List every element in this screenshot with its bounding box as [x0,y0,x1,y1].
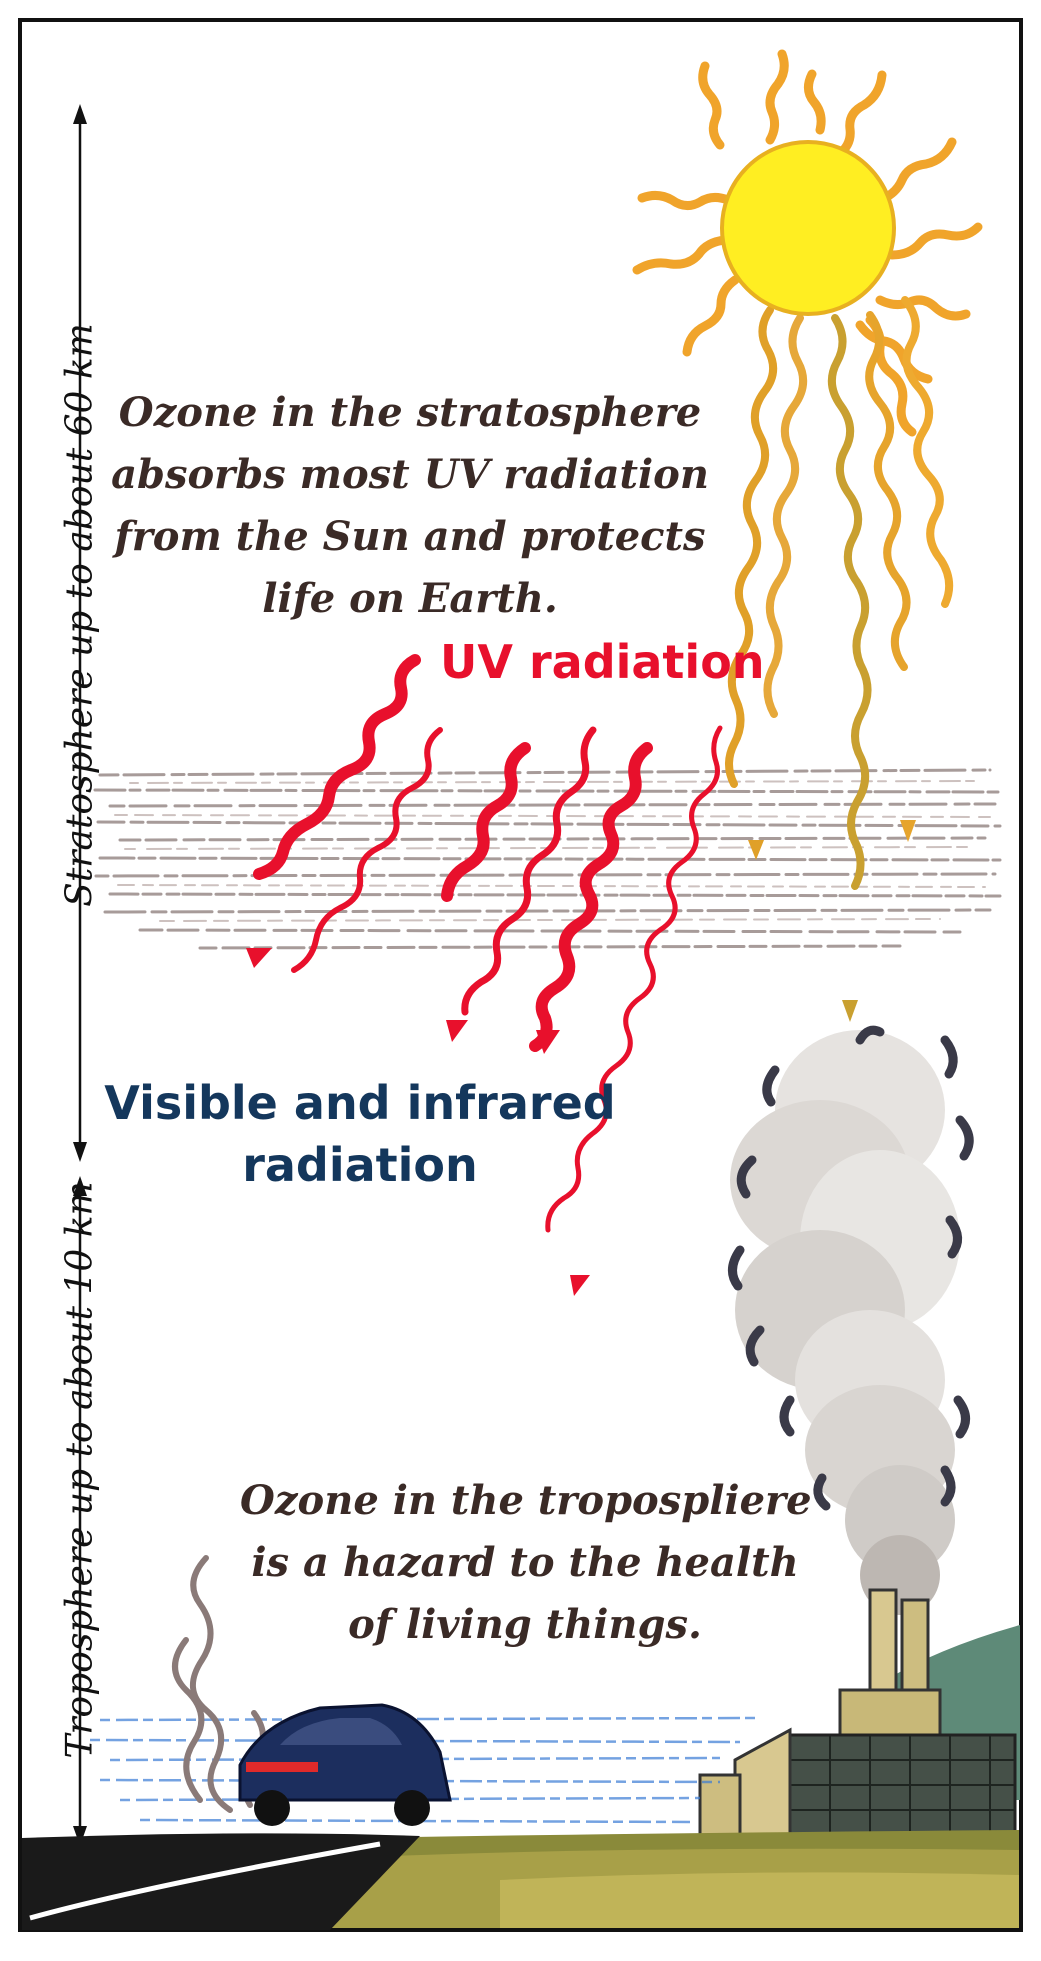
stratosphere-description-line: absorbs most UV radiation [111,451,709,498]
diagram-frame [18,18,1023,1932]
stratosphere-description-line: from the Sun and protects [114,513,706,560]
troposphere-height-arrow [73,1176,87,1846]
smoke-plume-icon [728,1025,974,1615]
visible-label-line: radiation [242,1138,478,1192]
stratosphere-height-arrow [73,104,87,1162]
stratosphere-axis-label: Stratosphere up to about 60 km [59,323,101,907]
troposphere-axis-label: Troposphere up to about 10 km [59,1181,101,1759]
troposphere-description: Ozone in the tropospliere is a hazard to… [240,1470,812,1656]
road-icon [22,1833,420,1930]
sun-icon [720,140,896,316]
sun-rays [632,49,983,437]
sun-ray-arrowheads [748,820,916,1022]
visible-label-line: Visible and infrared [104,1076,616,1130]
uv-radiation-label: UV radiation [440,635,765,689]
troposphere-description-line: is a hazard to the health [251,1539,799,1586]
stratosphere-description: Ozone in the stratosphere absorbs most U… [100,382,720,630]
visible-infrared-label: Visible and infrared radiation [100,1072,620,1196]
troposphere-description-line: Ozone in the tropospliere [240,1477,812,1524]
stratosphere-description-line: life on Earth. [262,575,558,622]
ozone-layer-band [93,768,1002,950]
uv-arrowheads [246,948,590,1296]
troposphere-description-line: of living things. [348,1601,702,1648]
uv-radiation-arrows [253,654,723,1233]
car-icon [238,1703,452,1826]
factory-icon [698,1588,1017,1842]
sun-long-rays [725,296,954,890]
stratosphere-description-line: Ozone in the stratosphere [118,389,702,436]
